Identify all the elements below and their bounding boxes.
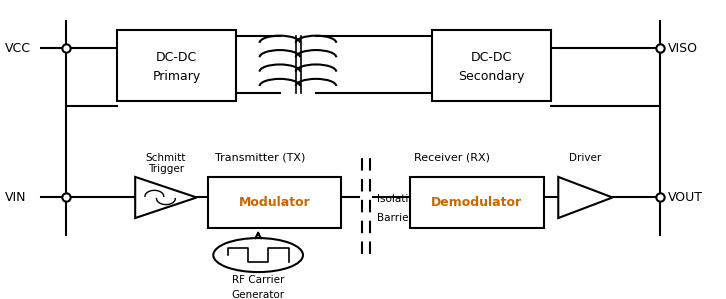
Text: Modulator: Modulator <box>239 196 310 209</box>
Text: Receiver (RX): Receiver (RX) <box>414 153 489 163</box>
Text: VCC: VCC <box>5 42 31 54</box>
Text: Secondary: Secondary <box>458 70 525 83</box>
Text: Demodulator: Demodulator <box>431 196 523 209</box>
Polygon shape <box>558 177 613 218</box>
Text: Generator: Generator <box>232 290 285 299</box>
Text: Barrier: Barrier <box>378 213 413 223</box>
Text: RF Carrier: RF Carrier <box>232 275 285 285</box>
Text: Driver: Driver <box>569 153 602 163</box>
Text: VIN: VIN <box>5 191 27 204</box>
FancyBboxPatch shape <box>208 177 341 228</box>
Text: Trigger: Trigger <box>148 164 184 174</box>
Text: Isolation: Isolation <box>378 194 422 204</box>
Text: Transmitter (TX): Transmitter (TX) <box>215 153 305 163</box>
FancyBboxPatch shape <box>432 30 551 101</box>
Text: Primary: Primary <box>152 70 201 83</box>
Polygon shape <box>135 177 197 218</box>
FancyBboxPatch shape <box>410 177 544 228</box>
Text: VISO: VISO <box>668 42 698 54</box>
Text: VOUT: VOUT <box>668 191 703 204</box>
Text: DC-DC: DC-DC <box>156 51 197 64</box>
FancyBboxPatch shape <box>117 30 237 101</box>
Text: Schmitt: Schmitt <box>146 153 186 163</box>
Text: DC-DC: DC-DC <box>470 51 512 64</box>
